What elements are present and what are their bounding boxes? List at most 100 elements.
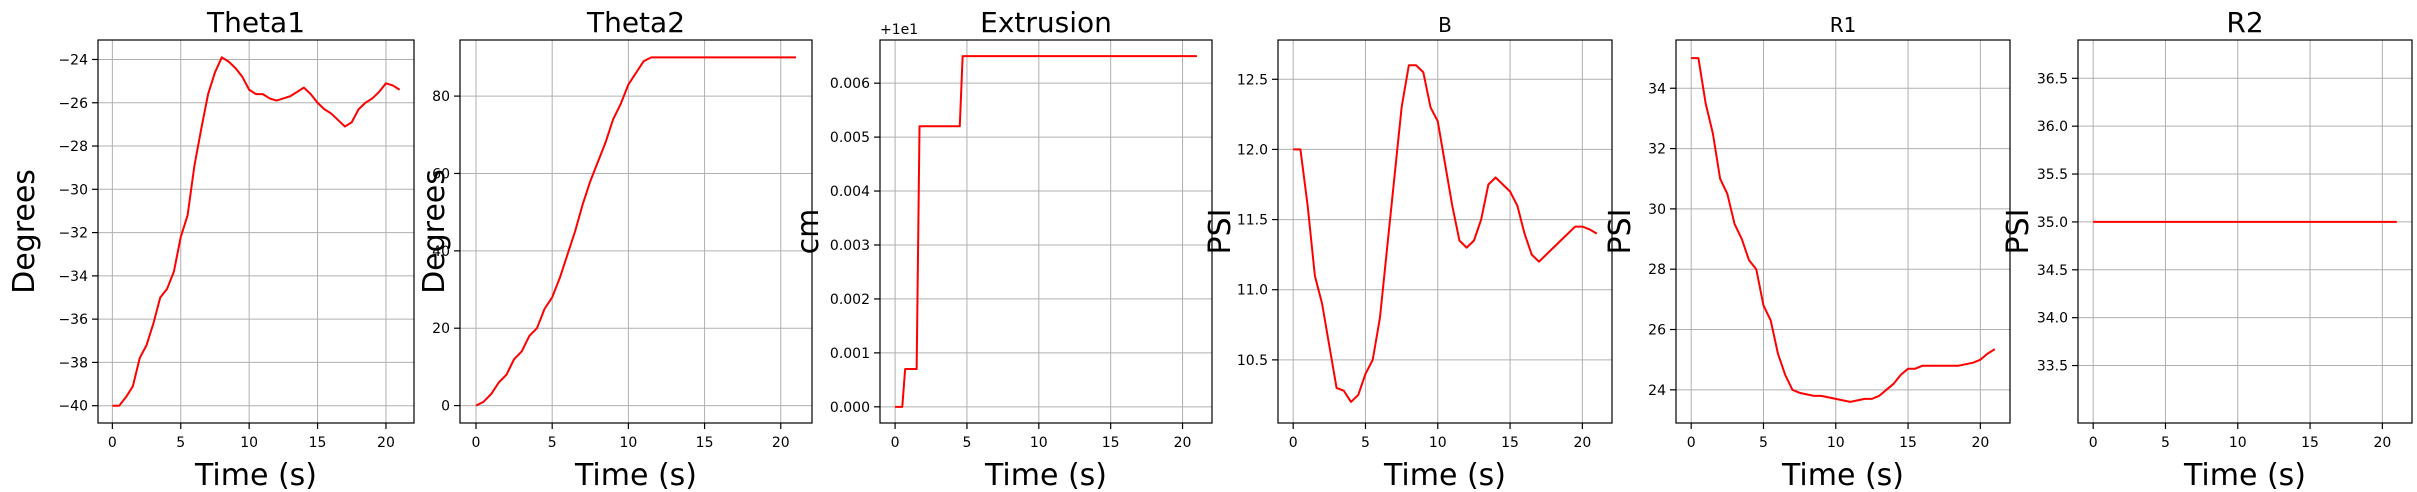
y-tick-label: 60 <box>432 166 450 182</box>
x-axis-label: Time (s) <box>2183 458 2306 492</box>
axes-frame <box>1675 39 2011 424</box>
y-tick-label: 0.006 <box>830 76 870 92</box>
y-axis-label: Degrees <box>417 169 452 294</box>
y-tick-label: 10.5 <box>1237 353 1268 369</box>
x-tick-label: 10 <box>1030 435 1048 451</box>
y-tick-label: −34 <box>58 269 88 285</box>
y-tick-label: 34.0 <box>2037 311 2068 327</box>
y-tick-label: 0.004 <box>830 184 870 200</box>
y-tick-label: −28 <box>58 139 88 155</box>
x-tick-label: 20 <box>377 435 395 451</box>
y-tick-label: 0.002 <box>830 292 870 308</box>
y-tick-label: 30 <box>1648 202 1666 218</box>
y-tick-label: −40 <box>58 399 88 415</box>
chart-title: Extrusion <box>980 6 1112 39</box>
x-tick-label: 5 <box>1759 435 1768 451</box>
series-line <box>895 55 1197 408</box>
y-tick-label: 80 <box>432 89 450 105</box>
y-tick-label: 32 <box>1648 142 1666 158</box>
x-tick-label: 5 <box>2161 435 2170 451</box>
y-tick-label: 11.0 <box>1237 283 1268 299</box>
x-tick-label: 10 <box>1429 435 1447 451</box>
subplot-2: 0 5 10 15 20 0 20 40 60 80 Theta2 Time (s) Degrees <box>417 6 813 492</box>
axis-offset-text: +1e1 <box>880 22 918 38</box>
y-tick-label: 12.5 <box>1237 72 1268 88</box>
y-tick-label: 35.5 <box>2037 167 2068 183</box>
series-line <box>1691 57 1996 403</box>
y-tick-label: 35.0 <box>2037 215 2068 231</box>
y-tick-label: −38 <box>58 355 88 371</box>
x-tick-label: 20 <box>1573 435 1591 451</box>
y-tick-label: −36 <box>58 312 88 328</box>
subplot-6: 0 5 10 15 20 33.5 34.0 34.5 35.0 35.5 36.0 36.5 R2 Ti… <box>2001 6 2413 492</box>
chart-title: Theta1 <box>206 6 305 39</box>
x-tick-label: 0 <box>1687 435 1696 451</box>
y-tick-label: 24 <box>1648 383 1666 399</box>
series-line <box>475 56 796 407</box>
axes-frame <box>459 39 813 424</box>
axes-frame <box>2077 39 2413 424</box>
subplot-5: 0 5 10 15 20 24 26 28 30 32 34 R1 Time (s) PSI <box>1603 13 2011 492</box>
y-axis-label: PSI <box>2001 209 2036 255</box>
x-tick-label: 20 <box>772 435 790 451</box>
axes-frame <box>97 39 415 424</box>
y-tick-label: 0.003 <box>830 238 870 254</box>
subplot-1: 0 5 10 15 20 −40 −38 −36 −34 −32 −30 −28 −26 −24 Theta… <box>7 6 415 492</box>
y-tick-label: 34.5 <box>2037 263 2068 279</box>
y-tick-label: 33.5 <box>2037 359 2068 375</box>
y-tick-label: 0 <box>441 399 450 415</box>
x-axis-label: Time (s) <box>1383 458 1506 492</box>
y-axis-label: Degrees <box>7 169 42 294</box>
x-tick-label: 5 <box>1361 435 1370 451</box>
y-tick-label: −32 <box>58 226 88 242</box>
y-tick-label: 0.001 <box>830 346 870 362</box>
x-tick-label: 15 <box>1501 435 1519 451</box>
x-tick-label: 10 <box>240 435 258 451</box>
y-tick-label: −26 <box>58 96 88 112</box>
y-tick-label: 28 <box>1648 262 1666 278</box>
chart-title: R1 <box>1830 13 1857 37</box>
x-tick-label: 5 <box>962 435 971 451</box>
x-axis-label: Time (s) <box>1781 458 1904 492</box>
x-tick-label: 0 <box>2089 435 2098 451</box>
x-axis-label: Time (s) <box>194 458 317 492</box>
x-axis-label: Time (s) <box>984 458 1107 492</box>
x-axis-label: Time (s) <box>574 458 697 492</box>
series-line <box>1293 64 1598 403</box>
x-tick-label: 0 <box>1289 435 1298 451</box>
axes-frame <box>1277 39 1613 424</box>
x-tick-label: 0 <box>472 435 481 451</box>
y-tick-label: 36.5 <box>2037 71 2068 87</box>
x-tick-label: 15 <box>696 435 714 451</box>
x-tick-label: 15 <box>1102 435 1120 451</box>
x-tick-label: 20 <box>1174 435 1192 451</box>
x-tick-label: 20 <box>2373 435 2391 451</box>
x-tick-label: 0 <box>891 435 900 451</box>
chart-title: Theta2 <box>586 6 685 39</box>
y-tick-label: 36.0 <box>2037 119 2068 135</box>
y-tick-label: −24 <box>58 52 88 68</box>
y-tick-label: 26 <box>1648 323 1666 339</box>
x-tick-label: 0 <box>108 435 117 451</box>
y-tick-label: 20 <box>432 321 450 337</box>
x-tick-label: 20 <box>1971 435 1989 451</box>
x-tick-label: 15 <box>2301 435 2319 451</box>
y-axis-label: PSI <box>1603 209 1638 255</box>
y-tick-label: 34 <box>1648 81 1666 97</box>
x-tick-label: 5 <box>548 435 557 451</box>
x-tick-label: 10 <box>2229 435 2247 451</box>
y-axis-label: cm <box>791 209 826 255</box>
subplot-4: 0 5 10 15 20 10.5 11.0 11.5 12.0 12.5 B Time (s) PSI <box>1203 13 1613 492</box>
y-axis-label: PSI <box>1203 209 1238 255</box>
x-tick-label: 10 <box>619 435 637 451</box>
x-tick-label: 15 <box>309 435 327 451</box>
y-tick-label: 12.0 <box>1237 142 1268 158</box>
y-tick-label: 11.5 <box>1237 213 1268 229</box>
chart-title: R2 <box>2226 6 2263 39</box>
y-tick-label: 0.000 <box>830 400 870 416</box>
series-line <box>112 56 401 407</box>
x-tick-label: 10 <box>1827 435 1845 451</box>
x-tick-label: 5 <box>176 435 185 451</box>
axes-frame <box>879 39 1213 424</box>
